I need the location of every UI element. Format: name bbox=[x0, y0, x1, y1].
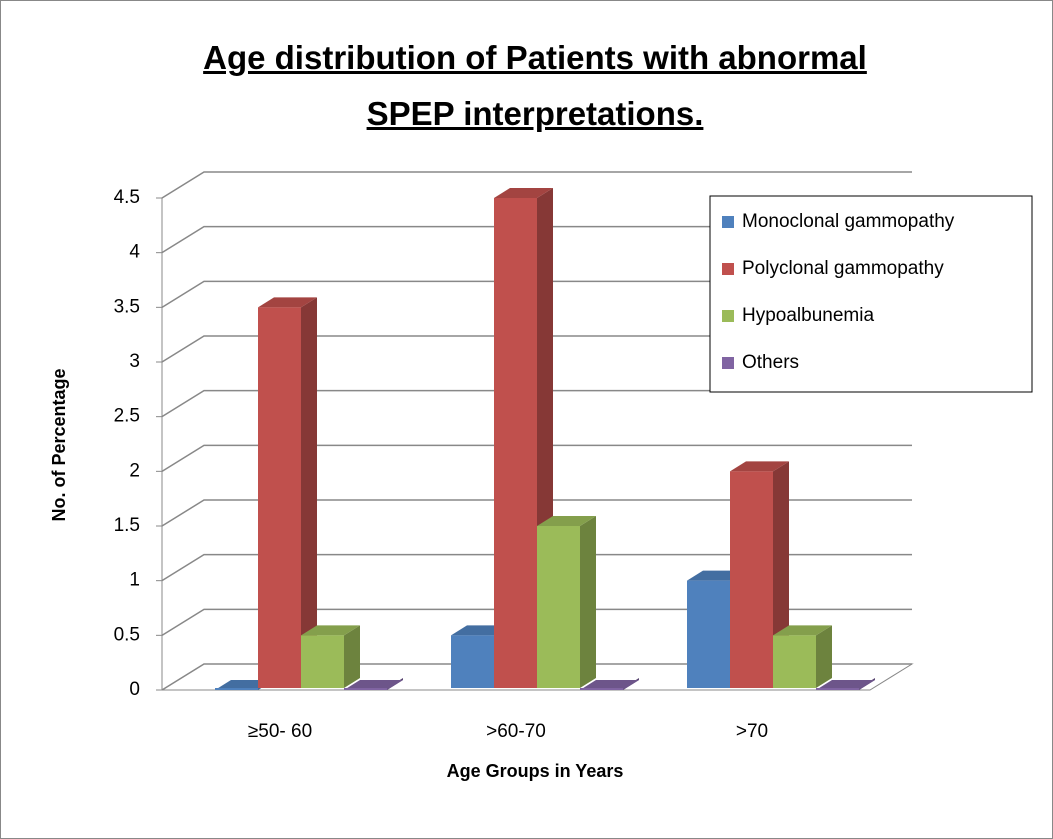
grid-line bbox=[161, 280, 912, 308]
grid-line bbox=[161, 389, 912, 418]
y-tick-label: 0.5 bbox=[114, 624, 140, 645]
legend-label: Hypoalbunemia bbox=[742, 305, 874, 326]
bar-side bbox=[580, 516, 596, 688]
bar-side bbox=[344, 625, 360, 688]
bar-top bbox=[494, 188, 553, 198]
grid-line bbox=[161, 608, 912, 636]
bar-top bbox=[258, 297, 317, 308]
bar-side bbox=[816, 625, 832, 688]
bar-front bbox=[494, 198, 537, 688]
bar bbox=[344, 678, 403, 690]
bar-top bbox=[730, 461, 789, 472]
grid-line bbox=[161, 663, 912, 691]
bar-front bbox=[537, 526, 580, 688]
grid-line bbox=[161, 225, 912, 254]
legend-box bbox=[709, 195, 1033, 393]
x-axis-label: Age Groups in Years bbox=[447, 761, 624, 781]
bar-front bbox=[301, 635, 344, 688]
y-tick-label: 1.5 bbox=[114, 515, 140, 536]
x-tick-label: ≥50- 60 bbox=[248, 721, 312, 742]
bar bbox=[301, 625, 360, 688]
legend-label: Others bbox=[742, 352, 799, 373]
grid-line bbox=[161, 171, 912, 199]
grid-line bbox=[161, 553, 912, 582]
y-axis-label: No. of Percentage bbox=[49, 368, 69, 521]
grid-line bbox=[161, 444, 912, 472]
bar-front bbox=[344, 688, 387, 690]
chart-title: Age distribution of Patients with abnorm… bbox=[203, 39, 867, 132]
y-tick-label: 3.5 bbox=[114, 296, 140, 317]
bar-front bbox=[451, 635, 494, 688]
bar-front bbox=[730, 471, 773, 688]
legend-swatch bbox=[722, 310, 734, 322]
bar-front bbox=[215, 688, 258, 690]
legend-swatch bbox=[722, 216, 734, 228]
y-tick-label: 2.5 bbox=[114, 406, 140, 427]
legend-label: Polyclonal gammopathy bbox=[742, 258, 944, 279]
legend-label: Monoclonal gammopathy bbox=[742, 211, 955, 232]
x-tick-label: >60-70 bbox=[486, 721, 546, 742]
bar bbox=[773, 625, 832, 688]
y-tick-label: 2 bbox=[129, 460, 140, 481]
bar bbox=[580, 678, 639, 690]
bar-top bbox=[344, 680, 403, 690]
x-tick-label: >70 bbox=[736, 721, 768, 742]
legend-swatch bbox=[722, 357, 734, 369]
y-tick-label: 1 bbox=[129, 570, 140, 591]
bar-top bbox=[301, 625, 360, 636]
y-tick-label: 4.5 bbox=[114, 187, 140, 208]
bar bbox=[816, 678, 875, 690]
bar-front bbox=[580, 688, 623, 690]
y-tick-label: 3 bbox=[129, 351, 140, 372]
bar bbox=[537, 516, 596, 688]
bar-top bbox=[580, 680, 639, 690]
grid-line bbox=[161, 335, 912, 363]
bar-top bbox=[537, 516, 596, 526]
bar-side bbox=[301, 297, 317, 688]
bar-front bbox=[816, 688, 859, 690]
bar-front bbox=[687, 580, 730, 688]
bar-top bbox=[773, 625, 832, 636]
bar bbox=[258, 297, 317, 688]
grid-line bbox=[161, 499, 912, 527]
bar-front bbox=[258, 307, 301, 688]
legend-swatch bbox=[722, 263, 734, 275]
bar-top bbox=[816, 680, 875, 690]
bar-front bbox=[773, 635, 816, 688]
y-tick-label: 0 bbox=[129, 679, 140, 700]
y-tick-label: 4 bbox=[129, 242, 140, 263]
